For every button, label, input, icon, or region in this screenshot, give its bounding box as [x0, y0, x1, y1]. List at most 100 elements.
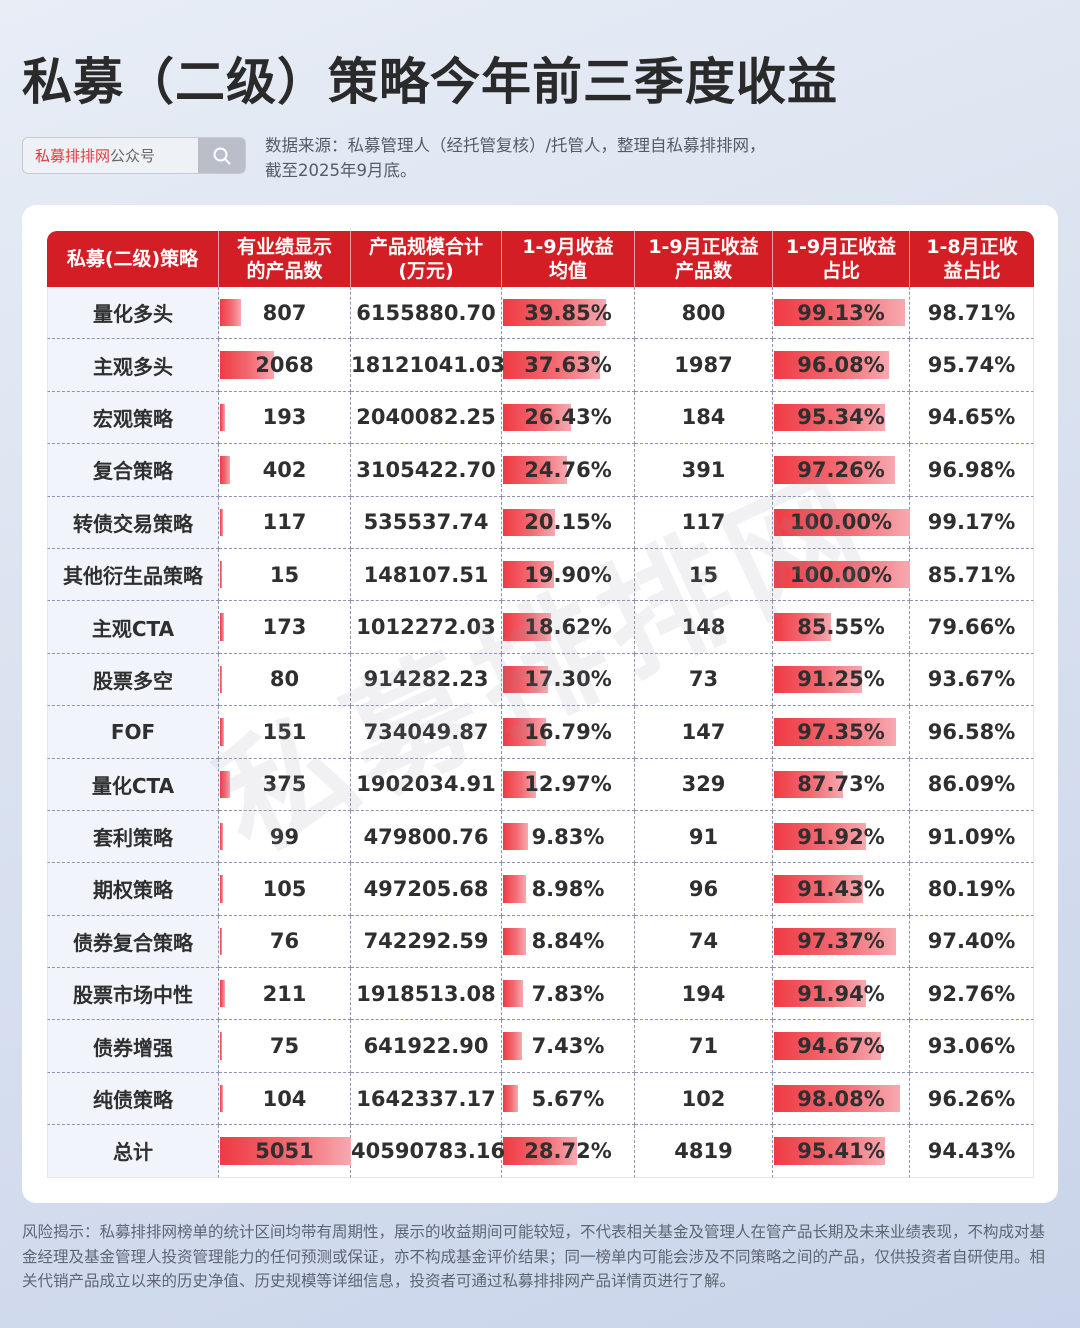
avg-return: 17.30%: [524, 667, 612, 692]
positive-ratio-8m-cell: 96.26%: [910, 1072, 1034, 1126]
table-row: 复合策略 402 3105422.70 24.76% 391 97.26% 96.98%: [47, 444, 1034, 497]
positive-ratio-9m-cell: 98.08%: [773, 1072, 910, 1126]
total-scale: 6155880.70: [356, 300, 496, 325]
strategy-name-cell: FOF: [47, 706, 219, 759]
data-bar: [220, 718, 224, 746]
data-bar: [503, 980, 524, 1008]
avg-return: 8.98%: [531, 876, 605, 901]
total-scale-cell: 742292.59: [351, 915, 502, 969]
data-bar: [220, 927, 222, 956]
positive-ratio-8m-cell: 93.67%: [910, 653, 1034, 707]
data-bar: [503, 1084, 518, 1113]
total-scale: 742292.59: [363, 929, 489, 954]
positive-ratio-9m-cell: 91.43%: [773, 863, 910, 916]
total-scale: 1902034.91: [356, 772, 496, 797]
product-count-cell: 402: [219, 444, 351, 497]
table-row: 期权策略 105 497205.68 8.98% 96 91.43% 80.19%: [47, 863, 1034, 916]
column-header-line: 1-9月正收益: [648, 236, 759, 258]
data-bar: [774, 1137, 886, 1165]
avg-return-cell: 39.85%: [502, 287, 635, 340]
positive-count: 102: [681, 1086, 726, 1111]
positive-ratio-8m-cell: 97.40%: [910, 915, 1034, 969]
avg-return-cell: 7.43%: [502, 1020, 635, 1073]
positive-ratio-9m-cell: 91.25%: [773, 653, 910, 707]
total-scale-cell: 1918513.08: [351, 968, 502, 1021]
data-bar: [503, 665, 548, 694]
table-row: 套利策略 99 479800.76 9.83% 91 91.92% 91.09%: [47, 810, 1034, 864]
positive-ratio-8m: 92.76%: [927, 981, 1016, 1006]
strategy-name: 主观多头: [93, 354, 173, 379]
positive-count-cell: 800: [635, 287, 773, 340]
positive-ratio-8m: 86.09%: [927, 772, 1016, 797]
search-text[interactable]: 私募排排网 公众号: [23, 138, 198, 173]
data-bar: [774, 927, 896, 956]
data-bar: [774, 770, 844, 798]
positive-count-cell: 96: [635, 863, 773, 916]
avg-return: 7.43%: [531, 1034, 605, 1059]
positive-ratio-9m: 97.35%: [797, 719, 885, 744]
page-title: 私募（二级）策略今年前三季度收益: [22, 53, 838, 111]
data-bar: [774, 508, 910, 536]
positive-ratio-9m-cell: 95.34%: [773, 391, 910, 445]
strategy-name: 复合策略: [93, 459, 173, 484]
positive-ratio-9m: 100.00%: [789, 510, 893, 535]
avg-return-cell: 24.76%: [502, 444, 635, 497]
positive-count: 329: [681, 772, 726, 797]
positive-ratio-9m: 97.37%: [797, 929, 885, 954]
strategy-name-cell: 转债交易策略: [47, 496, 219, 549]
avg-return: 24.76%: [524, 457, 612, 482]
total-scale: 2040082.25: [356, 405, 496, 430]
data-bar: [774, 665, 863, 694]
total-scale-cell: 1012272.03: [351, 601, 502, 654]
strategy-name: 债券复合策略: [73, 930, 193, 955]
table-row: 股票市场中性 211 1918513.08 7.83% 194 91.94% 92.76%: [47, 968, 1034, 1021]
product-count: 80: [269, 667, 300, 692]
column-header-line: 均值: [548, 260, 587, 282]
avg-return: 7.83%: [531, 981, 605, 1006]
positive-ratio-9m-cell: 87.73%: [773, 758, 910, 811]
strategy-name: 其他衍生品策略: [63, 564, 203, 589]
strategy-name: 总计: [113, 1140, 153, 1165]
table-row: 其他衍生品策略 15 148107.51 19.90% 15 100.00% 85.71%: [47, 548, 1034, 602]
positive-count: 148: [681, 615, 726, 640]
total-scale-cell: 641922.90: [351, 1020, 502, 1073]
data-source-note: 数据来源：私募管理人（经托管复核）/托管人，整理自私募排排网， 截至2025年9…: [265, 133, 905, 183]
data-bar: [220, 613, 225, 641]
source-line-2: 截至2025年9月底。: [265, 161, 417, 180]
table-row: FOF 151 734049.87 16.79% 147 97.35% 96.58%: [47, 706, 1034, 759]
data-bar: [220, 1137, 351, 1165]
avg-return: 8.84%: [531, 929, 605, 954]
avg-return-cell: 20.15%: [502, 496, 635, 549]
avg-return: 9.83%: [531, 824, 605, 849]
strategy-name-cell: 宏观策略: [47, 391, 219, 445]
search-button[interactable]: [198, 138, 245, 173]
strategy-name-cell: 主观多头: [47, 339, 219, 392]
data-bar: [774, 980, 867, 1008]
product-count: 105: [262, 876, 307, 901]
strategy-returns-table: 私募(二级)策略 有业绩显示 的产品数 产品规模合计 (万元) 1-9月收益 均值 1-9月正…: [47, 231, 1034, 1178]
strategy-name-cell: 期权策略: [47, 863, 219, 916]
data-bar: [220, 299, 241, 327]
data-bar: [220, 456, 231, 484]
column-header: 有业绩显示 的产品数: [219, 231, 351, 287]
positive-ratio-8m-cell: 94.43%: [910, 1125, 1034, 1178]
positive-count-cell: 91: [635, 810, 773, 864]
product-count: 5051: [255, 1138, 314, 1163]
product-count: 211: [262, 981, 307, 1006]
product-count-cell: 173: [219, 601, 351, 654]
product-count-cell: 75: [219, 1020, 351, 1073]
strategy-name-cell: 总计: [47, 1125, 219, 1178]
positive-ratio-8m-cell: 96.58%: [910, 706, 1034, 759]
strategy-name: 套利策略: [93, 826, 173, 851]
total-scale: 914282.23: [363, 667, 489, 692]
positive-ratio-9m-cell: 94.67%: [773, 1020, 910, 1073]
column-header-line: 产品规模合计: [368, 236, 483, 258]
positive-count: 96: [688, 876, 719, 901]
total-scale: 535537.74: [363, 510, 489, 535]
positive-ratio-8m-cell: 85.71%: [910, 548, 1034, 602]
strategy-name: 量化多头: [93, 302, 173, 327]
positive-ratio-8m: 79.66%: [927, 615, 1016, 640]
search-box[interactable]: 私募排排网 公众号: [22, 137, 246, 174]
product-count-cell: 5051: [219, 1125, 351, 1178]
data-bar: [503, 1032, 523, 1060]
